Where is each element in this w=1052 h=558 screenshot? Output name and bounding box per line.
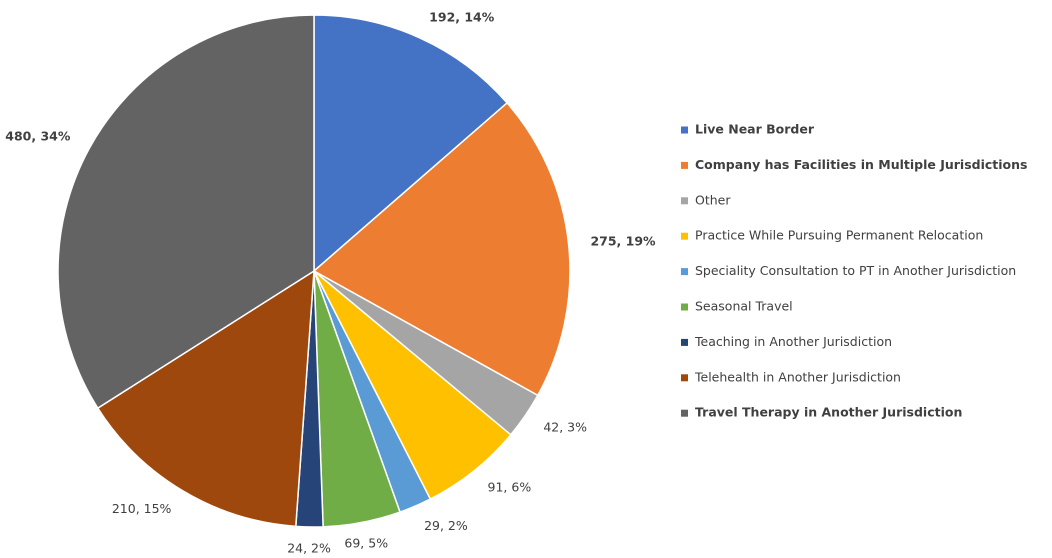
data-label: 91, 6% (488, 480, 532, 495)
legend-label: Telehealth in Another Jurisdiction (694, 369, 901, 384)
data-label: 192, 14% (429, 9, 495, 24)
legend-label: Seasonal Travel (695, 299, 793, 314)
pie-slice (313, 14, 509, 273)
legend-label: Speciality Consultation to PT in Another… (695, 263, 1016, 278)
legend-swatch (681, 374, 688, 382)
legend-swatch (681, 268, 688, 276)
pie-slice (57, 14, 315, 410)
data-label: 29, 2% (424, 518, 468, 533)
legend-label: Practice While Pursuing Permanent Reloca… (695, 228, 983, 243)
data-label: 42, 3% (543, 420, 587, 435)
legend-label: Company has Facilities in Multiple Juris… (695, 157, 1027, 172)
pie-slice (96, 269, 315, 528)
legend-swatch (681, 338, 688, 346)
legend-swatch (681, 161, 688, 169)
legend-swatch (681, 303, 688, 311)
data-label: 480, 34% (5, 129, 71, 144)
data-label: 210, 15% (112, 501, 172, 516)
legend-label: Travel Therapy in Another Jurisdiction (695, 405, 962, 420)
data-label: 275, 19% (590, 233, 656, 248)
legend-swatch (681, 126, 688, 134)
legend-label: Other (695, 192, 731, 207)
legend-swatch (681, 232, 688, 240)
data-label: 69, 5% (344, 536, 388, 551)
pie-slice (312, 101, 571, 397)
legend-label: Live Near Border (695, 122, 815, 137)
legend-label: Teaching in Another Jurisdiction (694, 334, 892, 349)
data-label: 24, 2% (287, 540, 331, 555)
legend-swatch (681, 409, 688, 417)
legend-swatch (681, 197, 688, 205)
